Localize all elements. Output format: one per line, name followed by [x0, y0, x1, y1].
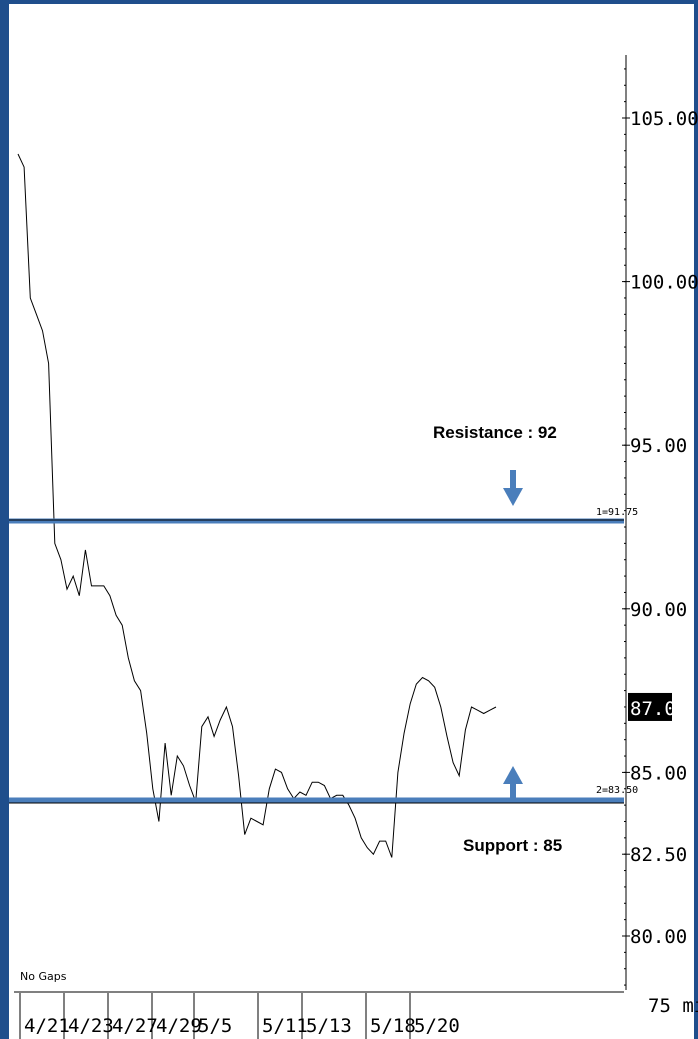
series-layer	[17, 153, 497, 858]
support-arrow-shaft	[510, 782, 516, 800]
price-line	[17, 153, 497, 858]
x-tick-label: 5/5	[198, 1015, 232, 1037]
level-label: 2=83.50	[596, 785, 638, 796]
x-tick-label: 5/13	[306, 1015, 352, 1037]
resistance-arrow-head	[503, 488, 523, 506]
labels-layer: 105.00 100.00 95.00 90.00 85.00 82.50 80.00 4/2…	[24, 108, 698, 1037]
resistance-arrow-shaft	[510, 470, 516, 490]
y-tick-label: 82.50	[630, 844, 687, 866]
support-arrow-head	[503, 766, 523, 784]
last-price-label: 87.00	[630, 698, 687, 720]
axis-layer	[14, 55, 630, 1039]
x-tick-label: 5/11	[262, 1015, 308, 1037]
x-tick-label: 4/23	[68, 1015, 114, 1037]
x-tick-label: 4/21	[24, 1015, 70, 1037]
y-tick-label: 105.00	[630, 108, 698, 130]
x-tick-label: 5/20	[414, 1015, 460, 1037]
resistance-annotation: Resistance : 92	[433, 423, 557, 442]
support-annotation: Support : 85	[463, 836, 562, 855]
y-tick-label: 80.00	[630, 926, 687, 948]
levels-layer	[9, 470, 624, 804]
no-gaps-label: No Gaps	[20, 970, 67, 983]
x-tick-label: 5/18	[370, 1015, 416, 1037]
x-tick-label: 4/29	[156, 1015, 202, 1037]
y-tick-label: 90.00	[630, 599, 687, 621]
y-tick-label: 95.00	[630, 435, 687, 457]
last-price-box	[628, 692, 672, 721]
level-label: 1=91.75	[596, 507, 638, 518]
x-tick-label: 4/27	[112, 1015, 158, 1037]
y-tick-label: 85.00	[630, 762, 687, 784]
y-tick-label: 100.00	[630, 272, 698, 294]
timeframe-label: 75 min	[648, 995, 698, 1017]
